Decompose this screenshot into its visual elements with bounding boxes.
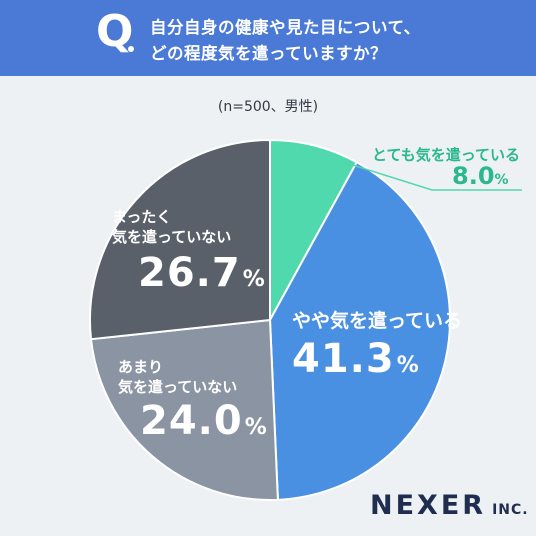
- slice-label-somewhat: やや気を遣っている: [292, 310, 463, 332]
- slice-label-very: とても気を遣っている: [372, 146, 521, 164]
- question-mark-dot: [128, 46, 134, 52]
- leader-line: [304, 149, 522, 191]
- slice-value-somewhat: 41.3%: [292, 336, 420, 382]
- question-text-line1: 自分自身の健康や見た目について、: [150, 18, 421, 37]
- pie-slice-somewhat: [268, 160, 451, 501]
- question-mark: Q: [96, 6, 134, 57]
- question-text-line2: どの程度気を遣っていますか？: [150, 44, 388, 63]
- slice-value-not-much: 24.0%: [140, 398, 268, 444]
- nexer-logo: NEXER INC.: [370, 490, 529, 521]
- question-header: Q 自分自身の健康や見た目について、 どの程度気を遣っていますか？: [0, 0, 536, 76]
- slice-label-not-at-all-line2: 気を遣っていない: [112, 228, 232, 246]
- slice-label-not-much-line1: あまり: [118, 358, 164, 376]
- slice-value-not-at-all: 26.7%: [138, 250, 266, 296]
- slice-label-not-at-all-line1: まったく: [112, 208, 172, 226]
- slice-value-very: 8.0%: [452, 162, 509, 190]
- sample-size-note: (n=500、男性): [217, 99, 319, 115]
- pie-slice-very: [269, 138, 359, 321]
- pie-slice-not-much: [89, 318, 279, 501]
- slice-label-not-much-line2: 気を遣っていない: [118, 378, 238, 396]
- pie-slice-not-at-all: [89, 138, 271, 341]
